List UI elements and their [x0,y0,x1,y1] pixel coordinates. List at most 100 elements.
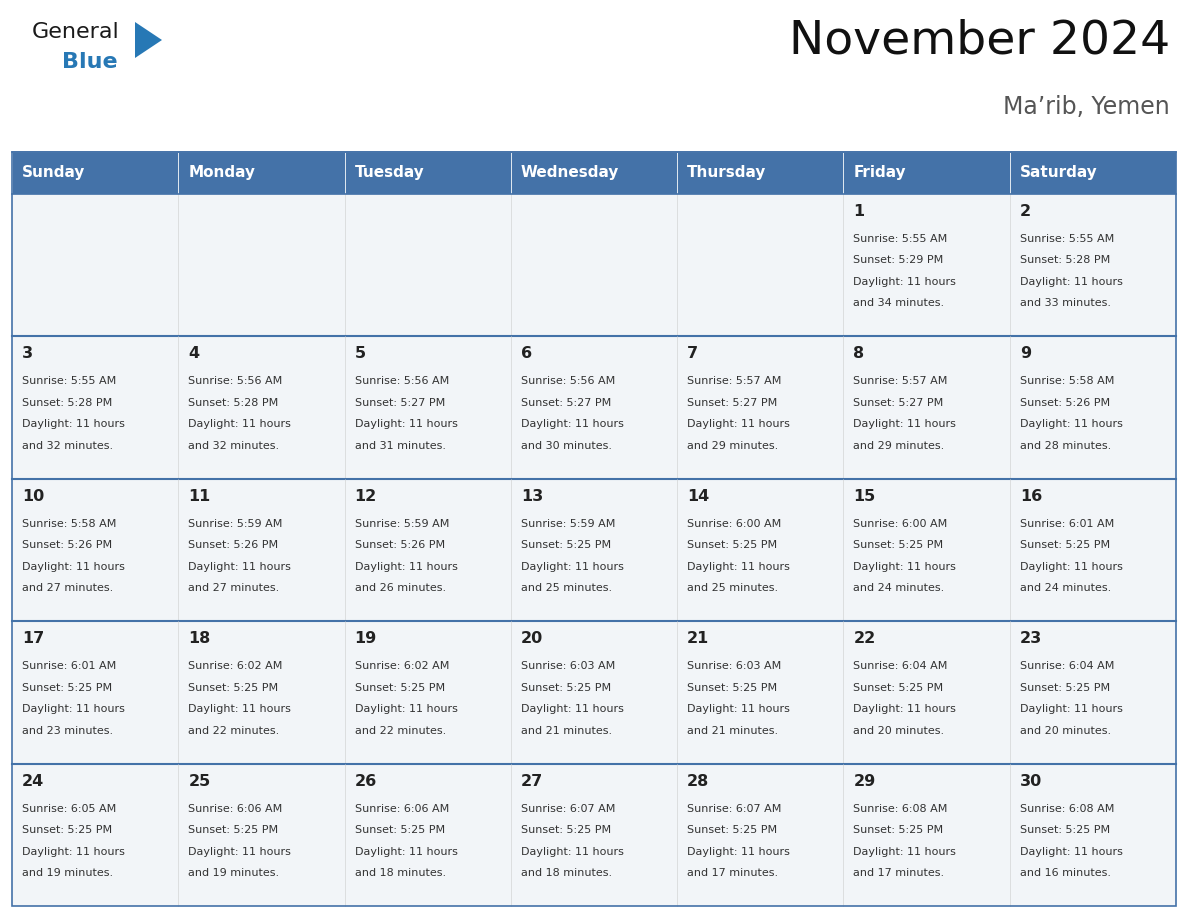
Text: Sunrise: 6:03 AM: Sunrise: 6:03 AM [687,661,782,671]
Text: 15: 15 [853,488,876,504]
Text: Sunset: 5:28 PM: Sunset: 5:28 PM [188,397,278,408]
Text: Sunrise: 5:55 AM: Sunrise: 5:55 AM [1019,234,1114,244]
Text: Daylight: 11 hours: Daylight: 11 hours [520,562,624,572]
Bar [1010,479,1176,621]
Text: Daylight: 11 hours: Daylight: 11 hours [1019,704,1123,714]
Text: 25: 25 [188,774,210,789]
Bar [345,764,511,906]
Text: Daylight: 11 hours: Daylight: 11 hours [23,420,125,430]
Text: Daylight: 11 hours: Daylight: 11 hours [23,846,125,856]
Text: Sunset: 5:25 PM: Sunset: 5:25 PM [1019,683,1110,693]
Bar [511,152,677,194]
Text: and 25 minutes.: and 25 minutes. [687,583,778,593]
Bar [12,194,178,336]
Text: and 19 minutes.: and 19 minutes. [188,868,279,879]
Text: Sunrise: 5:56 AM: Sunrise: 5:56 AM [520,376,615,386]
Bar [511,479,677,621]
Text: Sunrise: 6:00 AM: Sunrise: 6:00 AM [687,519,782,529]
Text: Sunset: 5:25 PM: Sunset: 5:25 PM [853,683,943,693]
Text: Daylight: 11 hours: Daylight: 11 hours [188,562,291,572]
Text: and 19 minutes.: and 19 minutes. [23,868,113,879]
Text: Sunrise: 6:02 AM: Sunrise: 6:02 AM [188,661,283,671]
Text: Daylight: 11 hours: Daylight: 11 hours [687,846,790,856]
Text: and 33 minutes.: and 33 minutes. [1019,298,1111,308]
Text: Sunset: 5:25 PM: Sunset: 5:25 PM [687,683,777,693]
Text: and 28 minutes.: and 28 minutes. [1019,441,1111,451]
Text: Sunset: 5:25 PM: Sunset: 5:25 PM [23,825,112,835]
Text: Sunrise: 5:57 AM: Sunrise: 5:57 AM [687,376,782,386]
Text: Daylight: 11 hours: Daylight: 11 hours [354,420,457,430]
Text: and 24 minutes.: and 24 minutes. [853,583,944,593]
Bar [511,764,677,906]
Text: 4: 4 [188,346,200,362]
Text: Daylight: 11 hours: Daylight: 11 hours [520,420,624,430]
Text: 21: 21 [687,632,709,646]
Text: Daylight: 11 hours: Daylight: 11 hours [1019,277,1123,287]
Text: Thursday: Thursday [687,165,766,181]
Text: Daylight: 11 hours: Daylight: 11 hours [354,562,457,572]
Text: Sunset: 5:29 PM: Sunset: 5:29 PM [853,255,943,265]
Bar [511,336,677,479]
Bar [345,152,511,194]
Text: Sunrise: 6:04 AM: Sunrise: 6:04 AM [1019,661,1114,671]
Text: Sunrise: 6:06 AM: Sunrise: 6:06 AM [354,803,449,813]
Text: Daylight: 11 hours: Daylight: 11 hours [354,704,457,714]
Text: Sunrise: 6:08 AM: Sunrise: 6:08 AM [853,803,948,813]
Text: Sunset: 5:27 PM: Sunset: 5:27 PM [853,397,943,408]
Text: Sunrise: 5:55 AM: Sunrise: 5:55 AM [23,376,116,386]
Text: 11: 11 [188,488,210,504]
Bar [1010,336,1176,479]
Text: Sunset: 5:25 PM: Sunset: 5:25 PM [687,825,777,835]
Text: 26: 26 [354,774,377,789]
Text: 22: 22 [853,632,876,646]
Text: and 17 minutes.: and 17 minutes. [853,868,944,879]
Text: and 29 minutes.: and 29 minutes. [853,441,944,451]
Bar [1010,621,1176,764]
Text: 17: 17 [23,632,44,646]
Text: Sunset: 5:25 PM: Sunset: 5:25 PM [520,683,611,693]
Bar [178,621,345,764]
Text: and 18 minutes.: and 18 minutes. [354,868,446,879]
Text: Daylight: 11 hours: Daylight: 11 hours [188,704,291,714]
Bar [12,479,178,621]
Text: Daylight: 11 hours: Daylight: 11 hours [853,277,956,287]
Text: and 21 minutes.: and 21 minutes. [687,726,778,735]
Text: 9: 9 [1019,346,1031,362]
Text: Sunrise: 6:07 AM: Sunrise: 6:07 AM [687,803,782,813]
Text: Sunrise: 5:58 AM: Sunrise: 5:58 AM [23,519,116,529]
Text: Daylight: 11 hours: Daylight: 11 hours [853,846,956,856]
Text: Sunrise: 5:55 AM: Sunrise: 5:55 AM [853,234,948,244]
Text: Daylight: 11 hours: Daylight: 11 hours [354,846,457,856]
Text: Daylight: 11 hours: Daylight: 11 hours [1019,846,1123,856]
Bar [178,764,345,906]
Text: Daylight: 11 hours: Daylight: 11 hours [853,420,956,430]
Text: Sunset: 5:25 PM: Sunset: 5:25 PM [1019,825,1110,835]
Text: Daylight: 11 hours: Daylight: 11 hours [687,704,790,714]
Text: 6: 6 [520,346,532,362]
Text: Daylight: 11 hours: Daylight: 11 hours [188,420,291,430]
Bar [178,479,345,621]
Text: Daylight: 11 hours: Daylight: 11 hours [188,846,291,856]
Text: 2: 2 [1019,204,1031,219]
Text: 3: 3 [23,346,33,362]
Text: and 32 minutes.: and 32 minutes. [188,441,279,451]
Text: Sunset: 5:25 PM: Sunset: 5:25 PM [520,825,611,835]
Text: Sunset: 5:28 PM: Sunset: 5:28 PM [1019,255,1110,265]
Bar [1010,194,1176,336]
Text: and 22 minutes.: and 22 minutes. [188,726,279,735]
Text: Sunset: 5:28 PM: Sunset: 5:28 PM [23,397,112,408]
Bar [345,479,511,621]
Text: 5: 5 [354,346,366,362]
Text: and 20 minutes.: and 20 minutes. [853,726,944,735]
Bar [677,621,843,764]
Bar [677,194,843,336]
Text: Sunrise: 6:05 AM: Sunrise: 6:05 AM [23,803,116,813]
Bar [12,764,178,906]
Text: and 21 minutes.: and 21 minutes. [520,726,612,735]
Text: Sunset: 5:25 PM: Sunset: 5:25 PM [354,825,444,835]
Text: Sunset: 5:26 PM: Sunset: 5:26 PM [1019,397,1110,408]
Text: Sunset: 5:25 PM: Sunset: 5:25 PM [687,541,777,550]
Polygon shape [135,22,162,58]
Text: Tuesday: Tuesday [354,165,424,181]
Text: Sunset: 5:27 PM: Sunset: 5:27 PM [520,397,611,408]
